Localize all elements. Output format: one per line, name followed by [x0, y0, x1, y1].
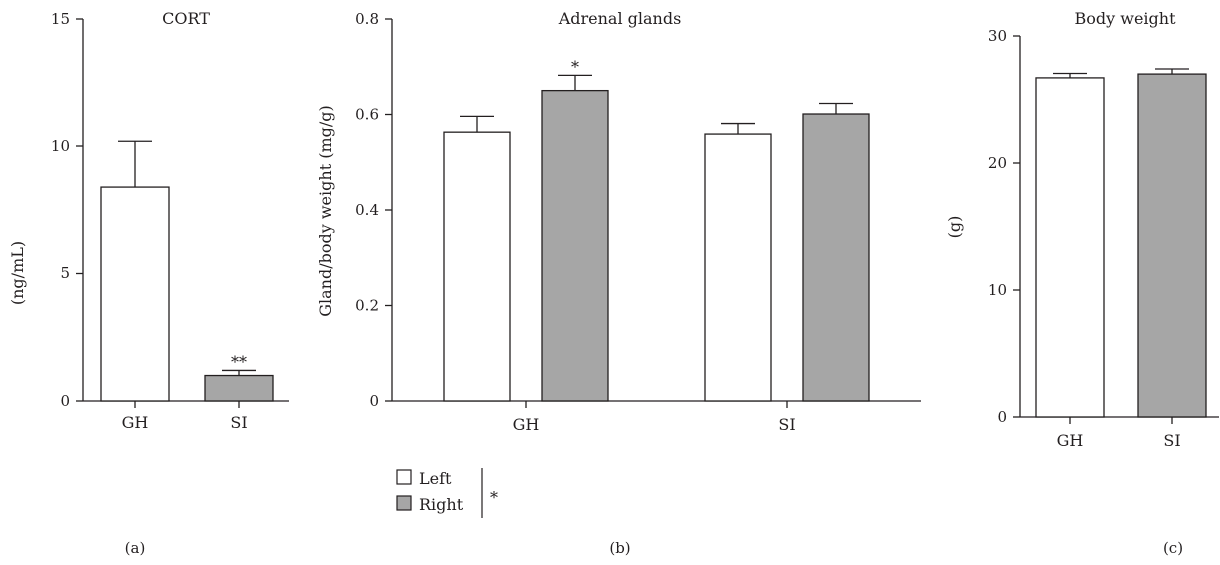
panel-a-ytick-label: 10 [51, 137, 70, 155]
panel-b-xtick-label: SI [778, 415, 795, 434]
panel-c-ylabel: (g) [945, 216, 964, 239]
panel-b-label: (b) [609, 539, 630, 557]
panel-a-ylabel: (ng/mL) [8, 241, 27, 305]
panel-c: Body weight (g) 30 20 10 0 GH SI (c) [945, 9, 1219, 557]
panel-c-label: (c) [1163, 539, 1183, 557]
bar-gh-left [443, 131, 511, 402]
panel-c-ytick-label: 20 [988, 154, 1007, 172]
panel-b-ytick-label: 0 [369, 392, 379, 410]
panel-b-ytick: 0.2 [355, 297, 392, 315]
panel-c-ytick-label: 30 [988, 27, 1007, 45]
panel-c-ytick: 20 [988, 154, 1020, 172]
panel-a-label: (a) [125, 539, 146, 557]
legend-item-left: Left [396, 469, 452, 488]
bar-gh [100, 186, 170, 402]
panel-a-xtick: SI [230, 401, 248, 432]
panel-b-ylabel: Gland/body weight (mg/g) [316, 105, 335, 317]
panel-b-xtick: SI [778, 401, 796, 434]
panel-b-ytick: 0.6 [355, 106, 392, 124]
bar-si [1137, 73, 1207, 418]
panel-b-ytick: 0 [369, 392, 392, 410]
legend-swatch-left [396, 469, 412, 485]
panel-b-xtick-label: GH [513, 415, 540, 434]
panel-c-title: Body weight [1074, 9, 1176, 28]
panel-a-ytick-label: 0 [60, 392, 70, 410]
panel-a-bars: ** [100, 140, 274, 402]
panel-a-ytick: 15 [51, 10, 83, 28]
panel-a-ytick-label: 5 [60, 264, 70, 282]
panel-b-bars: * [443, 57, 870, 402]
panel-b-ytick-label: 0.2 [355, 297, 379, 315]
panel-c-xtick-label: GH [1057, 431, 1084, 450]
panel-a-title: CORT [162, 9, 210, 28]
panel-a-xtick: GH [122, 401, 149, 432]
panel-c-ytick: 0 [997, 408, 1020, 426]
bar-gh-right [541, 89, 609, 402]
panel-c-xtick: SI [1163, 417, 1181, 450]
panel-b-legend: Left Right * [396, 468, 498, 518]
bar-si [204, 374, 274, 402]
panel-b-ytick-label: 0.8 [355, 10, 379, 28]
panel-c-xtick-label: SI [1163, 431, 1180, 450]
panel-b-xtick: GH [513, 401, 540, 434]
bar-si-significance: ** [231, 352, 247, 371]
legend-significance-mark: * [490, 488, 498, 507]
panel-a-xtick-label: SI [230, 413, 247, 432]
panel-a-ytick: 0 [60, 392, 83, 410]
panel-c-ytick: 30 [988, 27, 1020, 45]
legend-label-right: Right [419, 495, 464, 514]
panel-c-ytick-label: 0 [997, 408, 1007, 426]
panel-a-xtick-label: GH [122, 413, 149, 432]
panel-b-ytick: 0.8 [355, 10, 392, 28]
bar-si-left [704, 133, 772, 402]
panel-a-ytick: 10 [51, 137, 83, 155]
bar-gh-right-significance: * [571, 57, 579, 76]
panel-b-ytick-label: 0.4 [355, 201, 379, 219]
panel-a-ytick: 5 [60, 264, 83, 282]
bar-si-right [802, 113, 870, 402]
panel-b-ytick: 0.4 [355, 201, 392, 219]
panel-b-title: Adrenal glands [558, 9, 682, 28]
panel-b: Adrenal glands Gland/body weight (mg/g) … [316, 9, 921, 557]
legend-swatch-right [396, 495, 412, 511]
bar-gh [1035, 77, 1105, 418]
panel-b-ytick-label: 0.6 [355, 106, 379, 124]
panel-c-ytick: 10 [988, 281, 1020, 299]
legend-item-right: Right [396, 495, 464, 514]
panel-a: CORT (ng/mL) 15 10 5 0 GH SI ** (a) [8, 9, 289, 557]
panel-c-ytick-label: 10 [988, 281, 1007, 299]
panel-c-xtick: GH [1057, 417, 1084, 450]
legend-label-left: Left [419, 469, 452, 488]
panel-c-bars [1035, 68, 1207, 418]
panel-a-ytick-label: 15 [51, 10, 70, 28]
